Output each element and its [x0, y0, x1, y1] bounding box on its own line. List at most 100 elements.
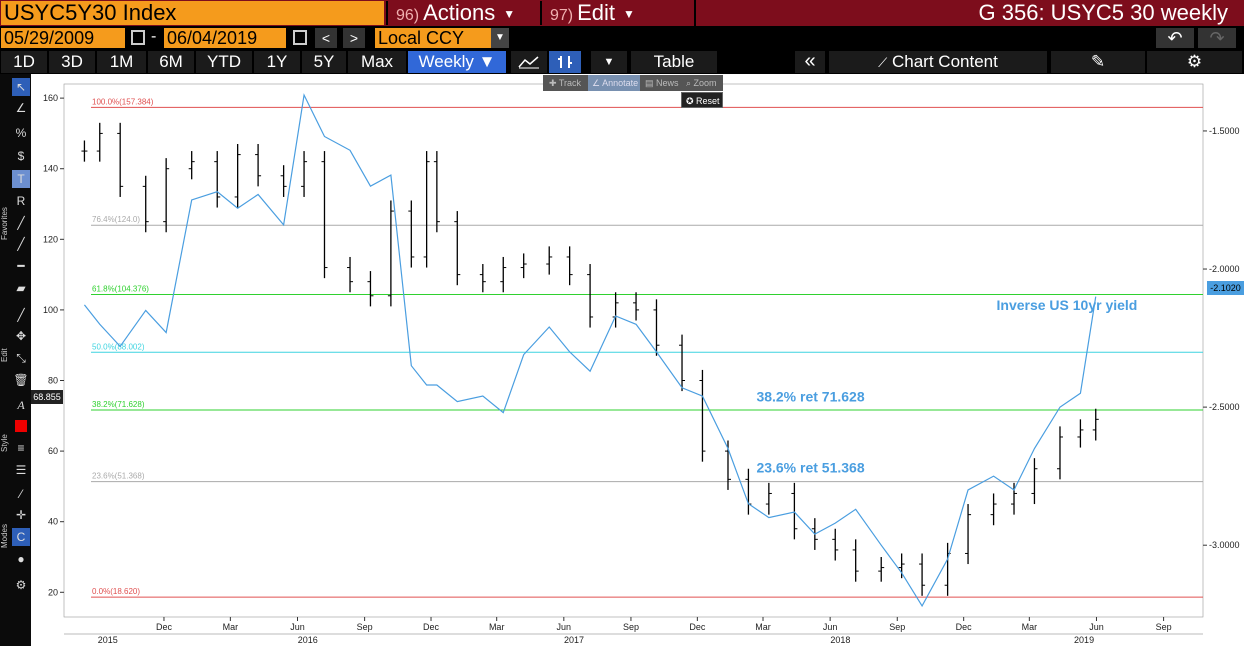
popup-track-label: Track — [558, 78, 582, 88]
year-label: 2017 — [564, 635, 584, 645]
left-axis-tick-label: 160 — [43, 93, 58, 103]
date-separator: - — [151, 28, 157, 45]
x-axis-tick-label: Sep — [623, 622, 639, 632]
trash-icon[interactable]: 🗑 — [13, 373, 29, 387]
fib-level-label: 0.0%(18.620) — [92, 587, 140, 596]
collapse-icon[interactable]: « — [795, 51, 825, 73]
mode-icon[interactable]: C — [12, 528, 30, 546]
popup-annotate[interactable]: ∠ Annotate — [588, 75, 640, 91]
pencil-icon[interactable]: ✎ — [1051, 51, 1145, 73]
line-tool-icon[interactable]: ∠ — [15, 101, 27, 115]
gear-icon[interactable]: ⚙ — [1147, 51, 1242, 73]
date-row: 05/29/2009 - 06/04/2019 < > Local CCY ▼ … — [0, 26, 1244, 50]
range-1d-button[interactable]: 1D — [1, 51, 47, 73]
period-select[interactable]: Weekly ▼ — [408, 51, 506, 73]
undo-button[interactable]: ↶ — [1156, 28, 1194, 48]
resize-icon[interactable]: ⤡ — [16, 351, 26, 365]
left-axis-tick-label: 40 — [48, 517, 58, 527]
line-weight-icon[interactable]: ≡ — [17, 441, 25, 455]
end-date-field[interactable]: 06/04/2019 — [164, 28, 286, 48]
left-axis-tick-label: 140 — [43, 164, 58, 174]
edit-side-label: Edit — [0, 348, 9, 362]
style-label: Style — [0, 434, 9, 452]
chart-area[interactable]: 160 140 120 100 80 60 40 20 -1.5000 -2.0000 -2.500… — [31, 74, 1244, 646]
line-chart-icon[interactable] — [511, 51, 547, 73]
next-arrow-button[interactable]: > — [343, 28, 365, 48]
draw-icon[interactable]: ╱ — [17, 308, 25, 322]
popup-news[interactable]: ▤ News — [645, 78, 679, 88]
pencil-icon[interactable]: ╱ — [17, 216, 25, 230]
redo-button[interactable]: ↷ — [1198, 28, 1236, 48]
x-axis-tick-label: Dec — [156, 622, 173, 632]
x-axis-tick-label: Sep — [889, 622, 905, 632]
channel-icon[interactable]: ▰ — [16, 281, 26, 295]
range-6m-button[interactable]: 6M — [148, 51, 194, 73]
cursor-icon[interactable]: ↖ — [12, 78, 30, 96]
dollar-tool-icon[interactable]: $ — [17, 149, 25, 163]
x-axis-tick-label: Jun — [823, 622, 838, 632]
ruler-icon[interactable]: R — [16, 194, 26, 208]
fib-level-label: 61.8%(104.376) — [92, 284, 149, 293]
chart-content-label: Chart Content — [892, 52, 998, 71]
edit-number: 97) — [550, 7, 574, 24]
range-1y-button[interactable]: 1Y — [254, 51, 300, 73]
fib-level-label: 100.0%(157.384) — [92, 97, 154, 106]
bar-chart-icon[interactable] — [549, 51, 581, 73]
left-axis-tick-label: 80 — [48, 376, 58, 386]
prev-arrow-button[interactable]: < — [315, 28, 337, 48]
percent-tool-icon[interactable]: % — [15, 126, 27, 140]
right-axis-tick-label: -1.5000 — [1209, 126, 1240, 136]
ticker-field[interactable]: USYC5Y30 Index — [1, 1, 384, 25]
reset-button[interactable]: ✪ Reset — [681, 92, 723, 108]
annotation-label: Inverse US 10yr yield — [997, 297, 1138, 313]
range-ytd-button[interactable]: YTD — [196, 51, 252, 73]
range-3d-button[interactable]: 3D — [49, 51, 95, 73]
chevron-down-icon: ▼ — [503, 7, 516, 22]
right-axis-tick-label: -2.5000 — [1209, 402, 1240, 412]
chart-content-button[interactable]: ⟋ Chart Content — [829, 51, 1047, 73]
yield-series-line — [83, 93, 1097, 608]
actions-menu[interactable]: 96) Actions ▼ — [386, 1, 538, 25]
popup-track[interactable]: ✚ Track — [549, 78, 582, 88]
line-style-icon[interactable]: ☰ — [15, 463, 27, 477]
year-label: 2019 — [1074, 635, 1094, 645]
brush-icon[interactable]: ╱ — [17, 237, 25, 251]
calendar-icon[interactable] — [131, 30, 145, 45]
annotation-label: 38.2% ret 71.628 — [756, 389, 864, 405]
actions-number: 96) — [396, 7, 420, 24]
range-max-button[interactable]: Max — [348, 51, 406, 73]
currency-field[interactable]: Local CCY — [375, 28, 491, 48]
chart-type-dropdown[interactable]: ▼ — [591, 51, 627, 73]
text-tool-icon[interactable]: T — [12, 170, 30, 188]
move-icon[interactable]: ✥ — [15, 329, 27, 343]
edit-menu[interactable]: 97) Edit ▼ — [540, 1, 694, 25]
table-button[interactable]: Table — [631, 51, 717, 73]
x-axis-tick-label: Mar — [489, 622, 505, 632]
currency-dropdown[interactable]: ▼ — [491, 28, 509, 48]
popup-zoom[interactable]: ⌕ Zoom — [686, 78, 717, 88]
calendar-icon[interactable] — [293, 30, 307, 45]
start-date-field[interactable]: 05/29/2009 — [1, 28, 125, 48]
left-axis-tick-label: 60 — [48, 446, 58, 456]
range-1m-button[interactable]: 1M — [97, 51, 146, 73]
page-title: G 356: USYC5 30 weekly — [978, 0, 1228, 25]
year-label: 2016 — [298, 635, 318, 645]
year-label: 2015 — [98, 635, 118, 645]
gear-icon[interactable]: ⚙ — [15, 578, 27, 592]
last-yield-badge: -2.1020 — [1207, 281, 1244, 295]
crosshair-icon[interactable]: ✛ — [15, 508, 27, 522]
palette-icon[interactable]: ● — [17, 552, 25, 566]
annotation-label: 23.6% ret 51.368 — [756, 459, 864, 475]
chevron-down-icon: ▼ — [623, 7, 635, 22]
left-toolbar: ↖ ∠ % $ T R ╱ ╱ ━ ▰ ╱ ✥ ⤡ 🗑 A ≡ ☰ ⁄ ✛ C … — [0, 74, 31, 646]
chart-content-icon: ⟋ — [878, 55, 888, 70]
color-swatch[interactable] — [12, 417, 30, 435]
magic-icon[interactable]: ⁄ — [19, 487, 22, 501]
horizontal-line-icon[interactable]: ━ — [17, 259, 25, 273]
period-label: Weekly — [418, 52, 474, 71]
font-icon[interactable]: A — [17, 398, 25, 412]
range-5y-button[interactable]: 5Y — [302, 51, 346, 73]
x-axis-tick-label: Jun — [557, 622, 572, 632]
chart-svg: 160 140 120 100 80 60 40 20 -1.5000 -2.0000 -2.500… — [43, 83, 1240, 645]
modes-label: Modes — [0, 523, 9, 548]
